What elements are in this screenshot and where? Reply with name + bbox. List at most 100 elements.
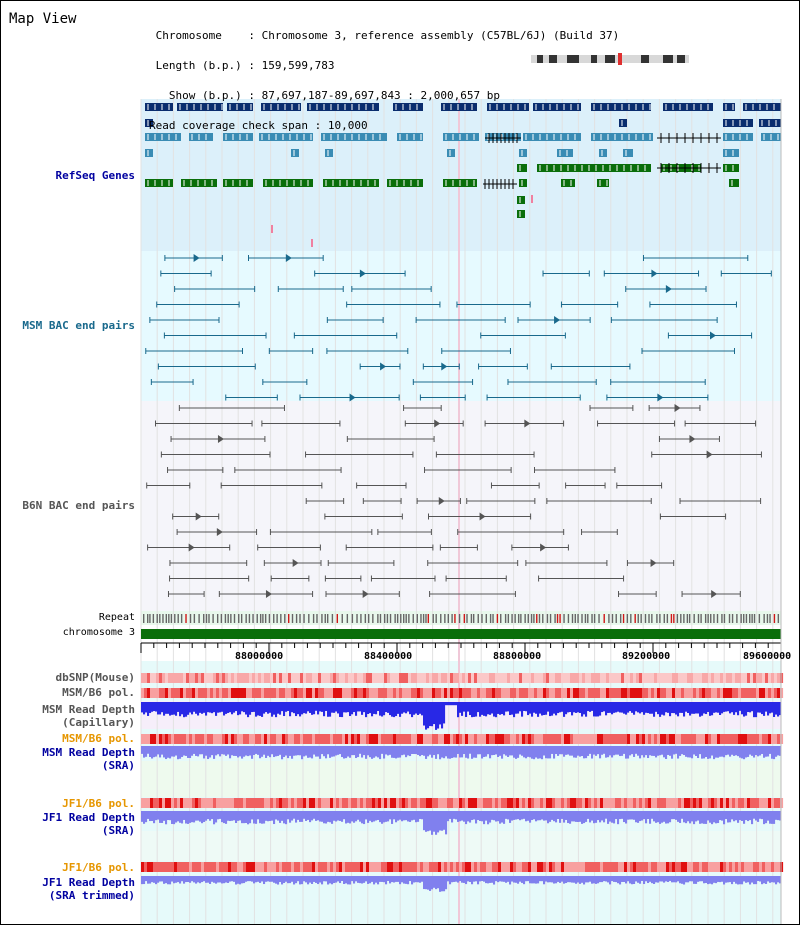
repeat-mark (707, 614, 709, 623)
read-depth-bar (439, 702, 442, 725)
polymorphism-cell (333, 673, 337, 683)
polymorphism-cell (597, 798, 601, 808)
polymorphism-cell (279, 734, 283, 744)
read-depth-bar (287, 702, 290, 711)
repeat-mark (721, 614, 723, 623)
polymorphism-cell (633, 688, 637, 698)
read-depth-bar (691, 746, 694, 759)
polymorphism-cell (297, 734, 301, 744)
polymorphism-cell (501, 734, 505, 744)
polymorphism-cell (621, 688, 625, 698)
polymorphism-cell (252, 688, 256, 698)
read-depth-bar (549, 876, 552, 883)
read-depth-bar (409, 811, 412, 822)
read-depth-bar (339, 876, 342, 884)
read-depth-bar (725, 702, 728, 712)
refseq-genes-link[interactable]: RefSeq Genes (55, 169, 135, 182)
polymorphism-cell (564, 734, 568, 744)
polymorphism-cell (315, 734, 319, 744)
read-depth-bar (731, 811, 734, 820)
polymorphism-cell (591, 798, 595, 808)
read-depth-bar (639, 746, 642, 759)
polymorphism-cell (537, 673, 541, 683)
read-depth-bar (443, 811, 446, 830)
read-depth-bar (637, 746, 640, 756)
polymorphism-cell (387, 673, 391, 683)
read-depth-bar (521, 746, 524, 756)
read-depth-bar (239, 876, 242, 885)
polymorphism-cell (717, 862, 721, 872)
read-depth-bar (659, 876, 662, 882)
read-depth-bar (161, 876, 164, 882)
polymorphism-cell (186, 688, 190, 698)
read-depth-bar (523, 746, 526, 758)
polymorphism-cell (531, 734, 535, 744)
polymorphism-cell (585, 862, 589, 872)
read-depth-bar (303, 876, 306, 882)
repeat-mark (245, 614, 247, 623)
polymorphism-cell (645, 862, 649, 872)
polymorphism-cell (585, 734, 589, 744)
polymorphism-cell (645, 673, 649, 683)
read-depth-bar (289, 746, 292, 756)
polymorphism-cell (267, 688, 271, 698)
read-depth-bar (465, 876, 468, 885)
polymorphism-cell (399, 688, 403, 698)
read-depth-bar (617, 702, 620, 712)
read-depth-bar (595, 811, 598, 823)
polymorphism-cell (162, 673, 166, 683)
b6n-bac-pair (265, 590, 272, 598)
polymorphism-cell (330, 862, 334, 872)
polymorphism-cell (237, 734, 241, 744)
polymorphism-cell (408, 688, 412, 698)
read-depth-bar (157, 702, 160, 715)
polymorphism-cell (249, 688, 253, 698)
read-depth-bar (163, 702, 166, 716)
polymorphism-cell (315, 798, 319, 808)
read-depth-bar (229, 702, 232, 713)
polymorphism-cell (480, 673, 484, 683)
read-depth-bar (343, 811, 346, 820)
read-depth-bar (701, 702, 704, 716)
polymorphism-cell (531, 798, 535, 808)
polymorphism-cell (393, 673, 397, 683)
polymorphism-cell (423, 688, 427, 698)
coverage-row: Read coverage check span : 10,000 (149, 119, 368, 132)
read-depth-bar (735, 876, 738, 884)
gene-exon (261, 103, 301, 111)
repeat-mark (500, 614, 502, 623)
read-depth-bar (431, 876, 434, 890)
read-depth-bar (163, 811, 166, 821)
read-depth-bar (725, 746, 728, 756)
polymorphism-cell (192, 862, 196, 872)
read-depth-bar (171, 702, 174, 715)
read-depth-bar (485, 702, 488, 717)
read-depth-bar (363, 876, 366, 883)
read-depth-bar (193, 746, 196, 754)
read-depth-bar (507, 876, 510, 882)
read-depth-bar (483, 702, 486, 716)
read-depth-bar (695, 876, 698, 884)
read-depth-bar (177, 811, 180, 822)
read-depth-bar (713, 702, 716, 713)
read-depth-bar (499, 702, 502, 715)
repeat-mark (584, 614, 587, 623)
polymorphism-cell (726, 688, 730, 698)
repeat-mark (749, 614, 751, 623)
polymorphism-cell (171, 798, 175, 808)
read-depth-bar (253, 746, 256, 755)
polymorphism-cell (189, 688, 193, 698)
polymorphism-cell (603, 673, 607, 683)
read-depth-bar (297, 702, 300, 715)
read-depth-bar (611, 876, 614, 882)
read-depth-bar (241, 876, 244, 884)
msm-bac-pair (651, 269, 658, 278)
read-depth-bar (427, 746, 430, 757)
read-depth-bar (457, 876, 460, 883)
polymorphism-cell (684, 673, 688, 683)
gene-exon (759, 119, 781, 127)
polymorphism-cell (705, 798, 709, 808)
polymorphism-cell (705, 734, 709, 744)
polymorphism-cell (750, 673, 754, 683)
read-depth-bar (153, 702, 156, 712)
